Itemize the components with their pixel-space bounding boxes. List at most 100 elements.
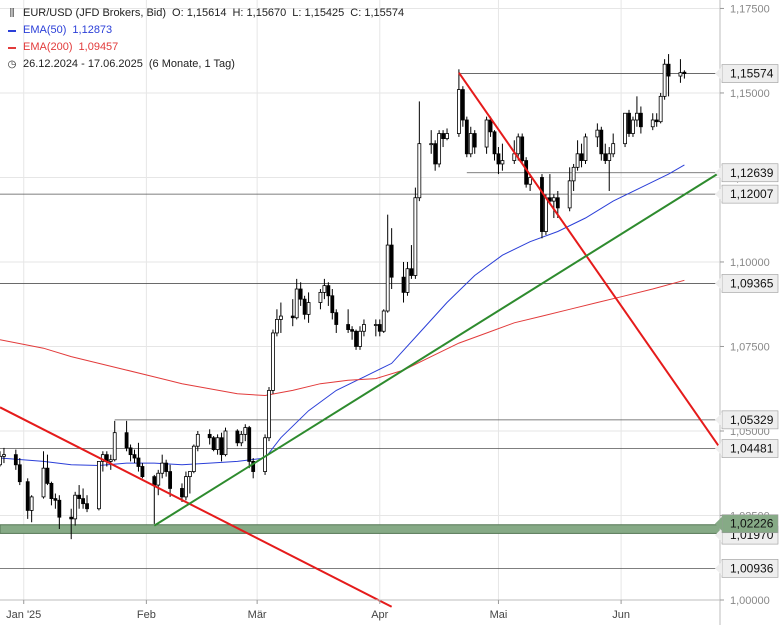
candle-body xyxy=(69,516,74,520)
zone-high-label-pointer xyxy=(715,516,722,531)
x-tick-label: Apr xyxy=(371,609,388,621)
trendline xyxy=(458,72,721,449)
y-tick-label: 1,15000 xyxy=(730,88,770,100)
candle-body xyxy=(389,244,394,278)
period-text: (6 Monate, 1 Tag) xyxy=(148,58,235,70)
candle-body xyxy=(631,119,635,134)
zone-low-label-pointer xyxy=(715,528,722,543)
zone-high-label: 1,02226 xyxy=(730,517,774,531)
candle-body xyxy=(156,472,161,486)
high-value: H: 1,15670 xyxy=(232,7,287,19)
candle-body xyxy=(152,476,157,486)
candle-body xyxy=(191,445,196,472)
candle-body xyxy=(247,427,252,462)
candle-body xyxy=(583,136,588,161)
grid xyxy=(0,0,720,601)
candle-body xyxy=(2,454,6,457)
candle-body xyxy=(97,461,101,510)
level-label: 1,04481 xyxy=(730,442,774,456)
candle-body xyxy=(187,471,192,478)
trendline xyxy=(153,171,721,527)
candle-body xyxy=(650,119,655,128)
candle-body xyxy=(140,466,145,478)
candle-body xyxy=(623,112,627,145)
candle-body xyxy=(658,95,663,123)
candle-body xyxy=(77,494,82,499)
y-tick-label: 1,07500 xyxy=(730,341,770,353)
candle-body xyxy=(627,112,631,134)
y-tick-label: 1,00000 xyxy=(730,595,770,607)
candle-body xyxy=(603,153,608,161)
candle-body xyxy=(0,455,2,466)
candle-body xyxy=(441,133,445,139)
candle-body xyxy=(540,177,544,232)
x-tick-label: Jun xyxy=(612,609,630,621)
level-label-pointer xyxy=(715,276,722,291)
ema200-label: EMA(200) xyxy=(23,41,73,53)
level-label-pointer xyxy=(715,165,722,180)
legend-range-row: ◷ 26.12.2024 - 17.06.2025 (6 Monate, 1 T… xyxy=(6,56,404,73)
candle-body xyxy=(488,119,493,133)
candle-body xyxy=(528,177,533,185)
candle-body xyxy=(654,119,659,123)
date-range: 26.12.2024 - 17.06.2025 xyxy=(23,58,143,70)
candle-body xyxy=(136,457,141,467)
candle-body xyxy=(413,197,418,276)
x-axis: Jan '25 Feb Mär Apr Mai Jun xyxy=(0,599,720,621)
candlestick-icon: ⫼ xyxy=(9,8,15,19)
candle-body xyxy=(235,430,240,444)
candle-body xyxy=(500,160,505,165)
level-labels: 1,019701,022261,155741,126391,120071,093… xyxy=(715,64,779,578)
y-tick-label: 1,10000 xyxy=(730,257,770,269)
x-tick-label: Jan '25 xyxy=(6,609,41,621)
candle-body xyxy=(547,197,552,202)
candle-body xyxy=(124,432,129,449)
candle-body xyxy=(184,476,188,498)
chart-legend: ⫼ EUR/USD (JFD Brokers, Bid) O: 1,15614 … xyxy=(6,5,405,73)
candle-body xyxy=(168,471,173,489)
candle-body xyxy=(239,433,244,444)
level-label: 1,12007 xyxy=(730,187,774,201)
candle-body xyxy=(334,312,339,325)
candle-body xyxy=(433,143,438,165)
candle-body xyxy=(544,197,548,232)
candle-body xyxy=(275,319,279,334)
clock-icon: ◷ xyxy=(7,59,17,70)
candle-body xyxy=(57,499,62,518)
candle-body xyxy=(17,464,22,483)
candle-body xyxy=(211,437,216,450)
candle-body xyxy=(298,288,303,300)
candle-body xyxy=(611,143,616,155)
ema50-label: EMA(50) xyxy=(23,24,67,36)
candle-body xyxy=(496,153,501,165)
level-label-pointer xyxy=(715,561,722,576)
y-tick-label: 1,17500 xyxy=(730,3,770,15)
candle-body xyxy=(575,153,580,168)
candle-body xyxy=(215,437,220,450)
candle-body xyxy=(350,329,354,332)
candle-body xyxy=(318,291,323,303)
level-label-pointer xyxy=(715,412,722,427)
instrument-name: EUR/USD (JFD Brokers, Bid) xyxy=(23,7,167,19)
support-zone xyxy=(0,524,721,534)
level-label: 1,00936 xyxy=(730,561,774,575)
candle-body xyxy=(385,244,390,312)
candle-body xyxy=(666,63,671,77)
candle-body xyxy=(53,498,58,501)
candle-body xyxy=(223,430,228,456)
x-tick-label: Mär xyxy=(248,609,267,621)
candle-body xyxy=(322,285,327,293)
ema50-swatch xyxy=(8,29,16,32)
candle-body xyxy=(457,89,461,134)
candle-body xyxy=(468,133,473,155)
candle-body xyxy=(579,153,584,161)
candle-body xyxy=(429,143,434,146)
candle-body xyxy=(358,330,362,347)
candle-body xyxy=(607,153,612,161)
ema-line xyxy=(0,164,685,467)
candle-body xyxy=(45,467,50,484)
candle-body xyxy=(417,143,422,199)
candle-body xyxy=(401,276,406,293)
x-tick-label: Mai xyxy=(490,609,508,621)
